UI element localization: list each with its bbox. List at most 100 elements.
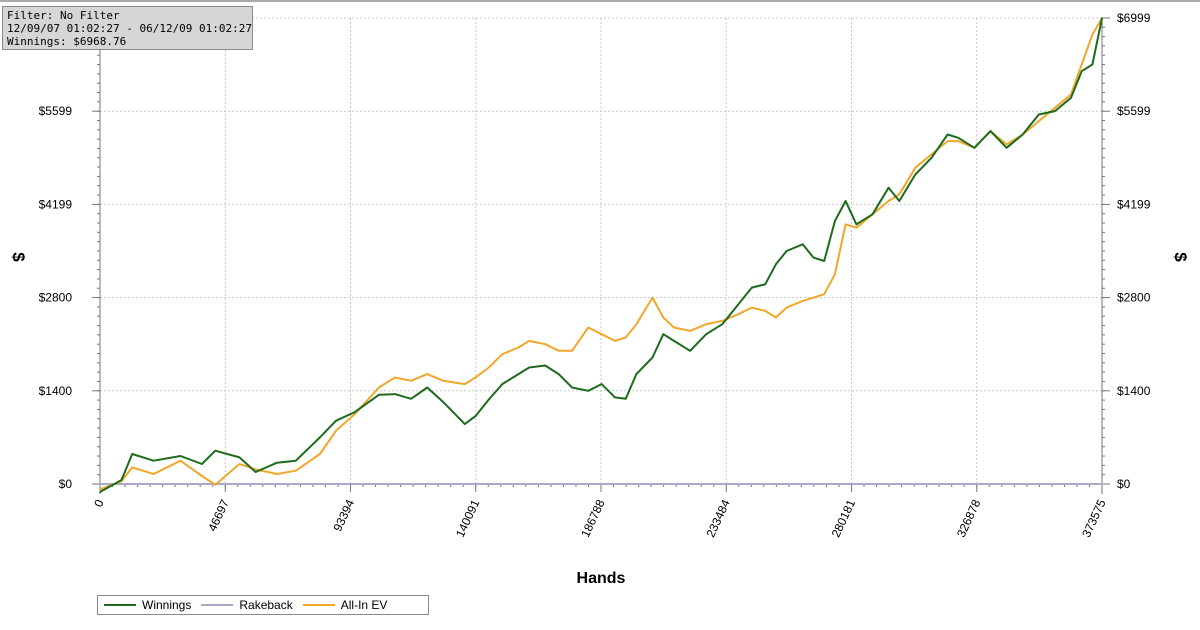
- series-point-winnings: [801, 243, 804, 246]
- series-point-all-in-ev: [887, 200, 890, 202]
- x-axis-label: Hands: [577, 570, 626, 587]
- x-tick-label: 186788: [578, 497, 608, 540]
- series-point-winnings: [354, 411, 356, 413]
- legend-item-rakeback[interactable]: Rakeback: [201, 598, 293, 612]
- series-point-all-in-ev: [624, 336, 627, 339]
- series-point-winnings: [1070, 97, 1072, 99]
- series-point-all-in-ev: [1038, 120, 1040, 122]
- series-point-winnings: [823, 260, 825, 262]
- series-point-all-in-ev: [464, 383, 466, 385]
- series-point-all-in-ev: [571, 350, 573, 352]
- y-tick-label-left: $5599: [39, 104, 73, 118]
- series-point-winnings: [276, 461, 278, 464]
- series-point-winnings: [99, 491, 101, 493]
- series-point-all-in-ev: [254, 468, 257, 471]
- series-point-winnings: [775, 263, 777, 266]
- y-tick-label-right: $2800: [1117, 291, 1151, 305]
- series-point-all-in-ev: [544, 343, 546, 346]
- series-point-winnings: [410, 398, 412, 400]
- series-point-winnings: [152, 459, 155, 462]
- series-point-all-in-ev: [689, 330, 691, 332]
- series-point-winnings: [474, 415, 477, 417]
- series-point-winnings: [721, 323, 724, 326]
- series-point-all-in-ev: [764, 310, 766, 312]
- series-point-winnings: [1021, 133, 1024, 136]
- legend-swatch-all-in-ev: [302, 604, 335, 606]
- legend-item-all-in-ev[interactable]: All-In EV: [302, 598, 388, 612]
- series-point-winnings: [464, 423, 466, 425]
- series-point-winnings: [871, 213, 874, 216]
- series-point-all-in-ev: [898, 193, 901, 196]
- series-point-winnings: [914, 173, 917, 176]
- series-point-winnings: [544, 364, 546, 367]
- series-point-all-in-ev: [855, 226, 858, 229]
- series-point-winnings: [614, 396, 616, 399]
- x-tick-label: 0: [91, 497, 107, 509]
- y-tick-label-left: $0: [59, 477, 73, 491]
- series-point-all-in-ev: [394, 376, 396, 379]
- series-point-all-in-ev: [1005, 143, 1008, 146]
- series-point-all-in-ev: [957, 140, 960, 142]
- series-point-winnings: [737, 303, 740, 306]
- series-point-winnings: [1054, 110, 1056, 112]
- y-tick-label-left: $2800: [39, 291, 73, 305]
- series-point-all-in-ev: [276, 473, 278, 475]
- series-point-all-in-ev: [705, 323, 707, 326]
- series-point-winnings: [898, 200, 901, 202]
- series-point-all-in-ev: [1080, 63, 1083, 66]
- series-point-winnings: [335, 419, 337, 422]
- series-point-all-in-ev: [775, 316, 777, 319]
- series-point-all-in-ev: [335, 429, 337, 432]
- winnings-label: Winnings: $6968.76: [7, 35, 127, 48]
- y-axis-label-right: $: [1171, 252, 1190, 262]
- series-point-all-in-ev: [721, 320, 724, 322]
- series-point-all-in-ev: [785, 306, 788, 309]
- series-point-all-in-ev: [295, 469, 297, 472]
- y-tick-label-left: $4199: [39, 197, 73, 211]
- series-point-winnings: [394, 393, 396, 395]
- series-point-all-in-ev: [737, 313, 740, 316]
- series-point-all-in-ev: [442, 380, 445, 382]
- series-point-winnings: [426, 386, 429, 389]
- series-point-all-in-ev: [1054, 107, 1056, 109]
- legend-item-winnings[interactable]: Winnings: [104, 598, 191, 612]
- legend-label-all-in-ev: All-In EV: [340, 598, 388, 612]
- series-point-all-in-ev: [319, 453, 321, 455]
- series-point-all-in-ev: [801, 300, 804, 302]
- series-point-all-in-ev: [823, 293, 825, 296]
- series-point-winnings: [624, 398, 627, 400]
- series-point-winnings: [488, 398, 490, 401]
- series-point-all-in-ev: [673, 326, 675, 329]
- series-point-all-in-ev: [946, 140, 949, 142]
- series-point-winnings: [930, 157, 933, 159]
- series-point-all-in-ev: [488, 366, 490, 369]
- x-tick-label: 140091: [453, 497, 483, 540]
- series-point-winnings: [254, 471, 257, 473]
- series-point-winnings: [673, 340, 675, 342]
- series-point-winnings: [834, 220, 836, 222]
- series-point-winnings: [751, 286, 753, 289]
- series-point-winnings: [651, 356, 654, 359]
- series-point-all-in-ev: [426, 373, 429, 375]
- series-point-winnings: [785, 250, 788, 252]
- series-point-winnings: [201, 463, 203, 465]
- series-point-winnings: [1038, 113, 1040, 116]
- series-point-all-in-ev: [201, 475, 203, 477]
- series-point-winnings: [571, 386, 573, 389]
- series-point-winnings: [120, 479, 123, 481]
- series-point-all-in-ev: [378, 386, 380, 389]
- series-point-all-in-ev: [662, 316, 665, 319]
- series-point-winnings: [689, 350, 691, 352]
- series-point-all-in-ev: [152, 473, 155, 475]
- series-point-winnings: [662, 333, 665, 336]
- series-point-winnings: [855, 223, 858, 226]
- series-point-winnings: [957, 137, 960, 139]
- series-point-winnings: [705, 333, 707, 336]
- filter-info-box: Filter: No Filter 12/09/07 01:02:27 - 06…: [2, 6, 253, 50]
- series-point-all-in-ev: [238, 463, 241, 465]
- y-tick-label-right: $4199: [1117, 197, 1151, 211]
- date-range-label: 12/09/07 01:02:27 - 06/12/09 01:02:27: [7, 22, 253, 35]
- series-point-winnings: [528, 366, 530, 369]
- series-point-all-in-ev: [812, 296, 815, 299]
- series-point-winnings: [989, 130, 992, 132]
